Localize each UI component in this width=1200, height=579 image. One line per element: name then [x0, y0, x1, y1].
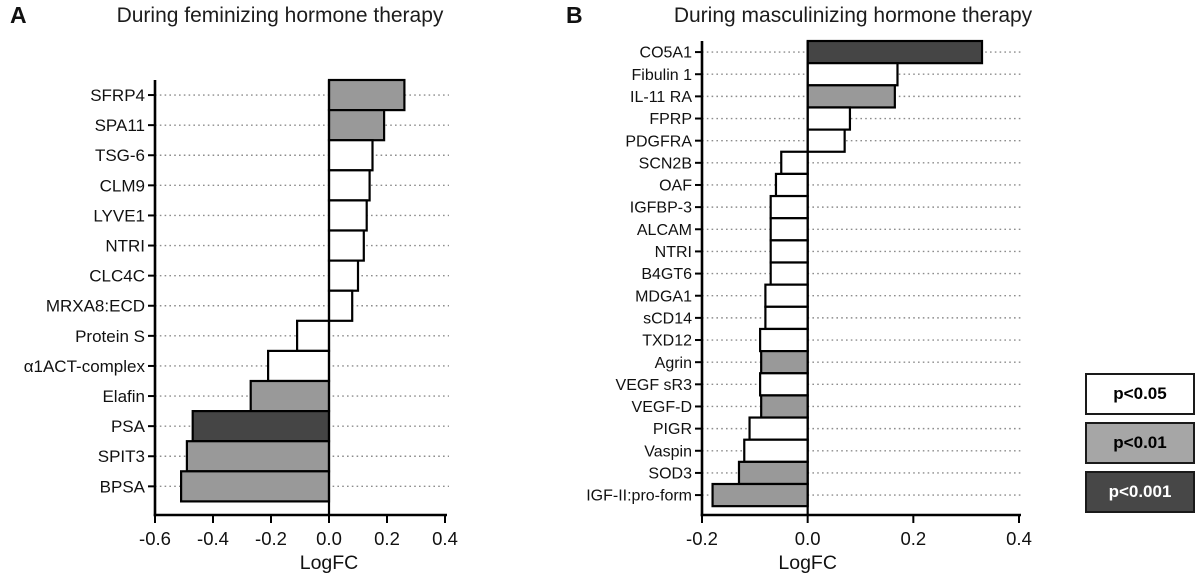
bar-SFRP4 [327, 78, 406, 112]
bar-SOD3 [737, 460, 809, 486]
category-label: OAF [659, 178, 692, 195]
bar-OAF [774, 172, 809, 198]
bar-MRXA8:ECD [327, 289, 354, 322]
category-label: ALCAM [637, 222, 692, 239]
x-tick-label: 0.4 [432, 528, 458, 549]
category-label: Vaspin [644, 443, 692, 460]
bar-IGFBP-3 [769, 194, 809, 220]
category-label: NTRI [655, 244, 692, 261]
category-label: Elafin [102, 387, 145, 406]
x-axis-title: LogFC [300, 552, 359, 574]
bar-SPIT3 [185, 440, 331, 473]
x-tick-label: 0.4 [1006, 528, 1032, 549]
category-label: Agrin [655, 355, 692, 372]
legend-item-p-less-0-05: p<0.05 [1085, 373, 1195, 415]
category-label: BPSA [100, 477, 146, 496]
bar-Agrin [760, 350, 809, 375]
category-label: PSA [111, 417, 146, 436]
legend-item-p-less-0-01: p<0.01 [1085, 422, 1195, 464]
category-label: PDGFRA [625, 133, 692, 150]
bar-CLC4C [327, 259, 360, 292]
category-label: CLC4C [89, 267, 145, 286]
bar-TSG-6 [327, 139, 374, 172]
bar-IGF-II:pro-form [711, 482, 809, 508]
category-label: VEGF sR3 [616, 377, 693, 394]
bar-MDGA1 [764, 283, 809, 308]
panel-a-letter: A [10, 2, 27, 28]
bar-Fibulin 1 [806, 62, 899, 87]
x-tick-label: 0.0 [316, 528, 342, 549]
category-label: PIGR [653, 421, 692, 438]
panel-b-title: During masculinizing hormone therapy [673, 4, 1033, 27]
category-label: MRXA8:ECD [46, 297, 145, 316]
x-tick-label: -0.4 [197, 528, 229, 549]
bar-PDGFRA [806, 128, 846, 153]
category-label: TSG-6 [95, 146, 145, 165]
category-label: SPIT3 [98, 447, 145, 466]
bar-Protein S [296, 319, 331, 352]
bar-NTRI [769, 239, 809, 264]
legend-item-p-less-0-001: p<0.001 [1085, 471, 1195, 513]
category-label: FPRP [649, 111, 692, 128]
bar-VEGF-D [760, 394, 809, 419]
category-label: TXD12 [642, 333, 692, 350]
panel-a-title: During feminizing hormone therapy [116, 4, 444, 27]
category-label: SCN2B [639, 155, 692, 172]
bar-SCN2B [780, 150, 809, 175]
category-label: α1ACT-complex [24, 357, 146, 376]
x-tick-label: 0.2 [374, 528, 400, 549]
category-label: SFRP4 [90, 86, 145, 105]
bar-sCD14 [764, 305, 809, 331]
category-label: IGFBP-3 [630, 200, 692, 217]
category-label: sCD14 [643, 310, 692, 327]
bar-TXD12 [759, 327, 809, 353]
panel-b-letter: B [566, 2, 583, 28]
bar-VEGF sR3 [759, 372, 809, 397]
bar-α1ACT-complex [267, 349, 331, 383]
bar-Vaspin [743, 438, 809, 463]
bar-ALCAM [769, 217, 809, 242]
category-label: LYVE1 [93, 206, 145, 225]
x-tick-label: -0.2 [686, 528, 718, 549]
bar-PSA [191, 410, 331, 443]
bar-IL-11 RA [806, 84, 896, 109]
category-label: IGF-II:pro-form [586, 488, 692, 505]
legend-label: p<0.01 [1113, 433, 1167, 452]
category-label: SPA11 [95, 116, 145, 135]
x-tick-label: 0.0 [795, 528, 821, 549]
bar-CLM9 [327, 169, 371, 202]
category-label: SOD3 [648, 466, 692, 483]
panel-b-chart: CO5A1 Fibulin 1 IL-11 RA FPRP PDGFRA SCN2B OAF… [586, 39, 1032, 574]
category-label: MDGA1 [635, 288, 692, 305]
x-tick-label: -0.2 [255, 528, 287, 549]
panel-a-chart: SFRP4 SPA11 TSG-6 CLM9 LYVE1 NTRI CLC4C MRXA8:E… [24, 78, 458, 574]
category-label: VEGF-D [632, 399, 692, 416]
bar-SPA11 [327, 108, 386, 142]
bar-NTRI [327, 229, 365, 262]
x-tick-label: 0.2 [900, 528, 926, 549]
bar-PIGR [748, 416, 809, 441]
category-label: Protein S [75, 327, 145, 346]
bar-Elafin [249, 379, 331, 413]
bar-B4GT6 [769, 261, 809, 286]
x-axis-title: LogFC [778, 552, 837, 574]
category-label: CLM9 [100, 176, 145, 195]
category-label: CO5A1 [640, 45, 693, 62]
significance-legend: p<0.05 p<0.01 p<0.001 [1085, 373, 1195, 520]
bar-FPRP [806, 106, 852, 131]
category-label: IL-11 RA [630, 89, 692, 106]
bar-CO5A1 [806, 39, 984, 65]
category-label: B4GT6 [641, 266, 692, 283]
legend-label: p<0.05 [1113, 384, 1167, 403]
category-label: Fibulin 1 [632, 67, 693, 84]
bar-LYVE1 [327, 199, 368, 232]
x-tick-label: -0.6 [139, 528, 171, 549]
bar-BPSA [180, 470, 331, 503]
category-label: NTRI [105, 237, 145, 256]
legend-label: p<0.001 [1108, 482, 1172, 501]
